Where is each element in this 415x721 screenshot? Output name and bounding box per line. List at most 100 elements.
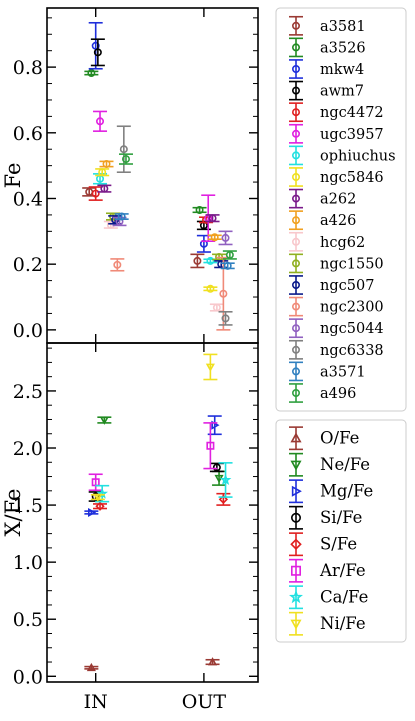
data-point <box>208 214 217 223</box>
legend-entry: ngc2300 <box>289 296 384 317</box>
data-point <box>205 363 215 372</box>
y-tick-label: 0.5 <box>13 609 43 631</box>
series-s-fe <box>93 492 231 511</box>
legend-marker <box>291 65 300 74</box>
legend-entry: ngc1550 <box>289 253 384 274</box>
data-point <box>87 69 96 78</box>
legend-entry: hcg62 <box>289 231 365 252</box>
legend-marker <box>290 538 302 551</box>
legend-marker <box>291 367 300 376</box>
data-point <box>206 441 215 450</box>
legend-label: ngc4472 <box>320 105 384 121</box>
series-a3571 <box>114 212 235 270</box>
legend-label: ngc5846 <box>320 170 384 186</box>
data-point <box>100 184 109 193</box>
legend-label: S/Fe <box>320 534 357 553</box>
legend-entry: ngc5846 <box>289 167 384 187</box>
legend-label: a3571 <box>320 364 366 380</box>
legend-label: O/Fe <box>320 428 359 447</box>
y-tick-label: 0.8 <box>13 57 43 79</box>
legend-marker <box>291 108 300 117</box>
data-point <box>219 289 228 298</box>
legend-label: mkw4 <box>320 62 364 78</box>
data-point <box>206 284 215 293</box>
legend-label: awm7 <box>320 84 364 100</box>
legend-entry: a262 <box>289 188 356 209</box>
legend-frame <box>275 7 407 412</box>
legend-entry: O/Fe <box>289 426 359 451</box>
legend-marker <box>291 21 300 30</box>
legend-entry: a496 <box>289 383 356 403</box>
series-a3526 <box>84 69 207 214</box>
data-point <box>206 256 215 265</box>
legend-label: a426 <box>320 213 356 229</box>
x-tick-label: OUT <box>182 691 227 713</box>
series-ne-fe <box>97 416 227 486</box>
data-point <box>95 501 105 511</box>
series-ngc2300 <box>110 256 231 331</box>
xfe-panel: 0.0 0.5 1.0 1.5 2.0 2.5 IN OUT X/Fe <box>1 342 259 713</box>
legend-label: Ne/Fe <box>320 455 370 474</box>
legend-label: a3581 <box>320 19 366 35</box>
data-point <box>212 463 221 472</box>
legend-label: a262 <box>320 192 356 208</box>
data-point <box>98 168 107 177</box>
legend-entry: awm7 <box>289 80 364 101</box>
legend-label: hcg62 <box>320 235 365 251</box>
legend-entry: S/Fe <box>289 532 357 557</box>
legend-entry: Mg/Fe <box>289 479 373 504</box>
data-point <box>91 41 100 50</box>
data-point <box>207 657 218 666</box>
legend-marker <box>291 43 300 52</box>
legend-entry: Ar/Fe <box>289 558 366 583</box>
data-point <box>99 416 109 425</box>
y-tick-label: 1.5 <box>13 495 43 517</box>
legend-label: ngc507 <box>320 278 374 294</box>
legend-entry: Ne/Fe <box>289 452 370 477</box>
data-point <box>102 160 111 169</box>
legend-label: ngc1550 <box>320 256 384 272</box>
y-tick-label: 0.4 <box>13 188 43 210</box>
legend-marker <box>291 194 300 203</box>
legend-marker <box>291 151 300 160</box>
legend-marker <box>291 129 300 138</box>
legend-entry: ngc6338 <box>289 339 384 360</box>
legend-marker <box>291 324 300 333</box>
legend-entry: ngc507 <box>289 275 374 295</box>
legend-frame <box>275 419 407 643</box>
legend-label: a3526 <box>320 40 366 56</box>
legend-label: Si/Fe <box>320 508 362 527</box>
legend-marker <box>291 86 300 95</box>
legend-label: Ca/Fe <box>320 587 368 606</box>
y-tick-label: 0.0 <box>13 666 43 688</box>
series-ugc3957 <box>93 110 216 242</box>
data-point <box>91 189 100 198</box>
legend-label: ugc3957 <box>320 127 384 143</box>
data-point <box>210 233 219 242</box>
legend-entry: a3581 <box>289 15 366 36</box>
legend-marker <box>291 565 301 576</box>
data-point <box>221 233 230 242</box>
legend-entry: ugc3957 <box>289 123 384 144</box>
data-point <box>93 493 103 502</box>
data-point <box>193 256 202 265</box>
legend-entry: ophiuchus <box>289 145 396 166</box>
series-a496 <box>118 153 237 260</box>
y-tick-label: 0.6 <box>13 123 43 145</box>
legend-entry: a3571 <box>289 361 366 382</box>
legend-marker <box>291 388 300 397</box>
series-ngc6338 <box>116 125 233 326</box>
cluster-legend: a3581 a3526 mkw4 awm7 ngc4472 ugc3957 ophiuchu… <box>275 7 407 412</box>
legend-label: Ar/Fe <box>319 561 366 580</box>
series-ngc5846 <box>95 168 218 293</box>
legend-label: ophiuchus <box>320 148 396 164</box>
legend-marker <box>291 237 300 246</box>
legend-marker <box>291 216 300 225</box>
y-axis-label: X/Fe <box>1 489 25 537</box>
data-point <box>88 507 97 518</box>
data-point <box>225 250 234 259</box>
data-point <box>96 117 105 126</box>
legend-label: Mg/Fe <box>320 481 373 500</box>
series-mg-fe <box>84 415 222 518</box>
